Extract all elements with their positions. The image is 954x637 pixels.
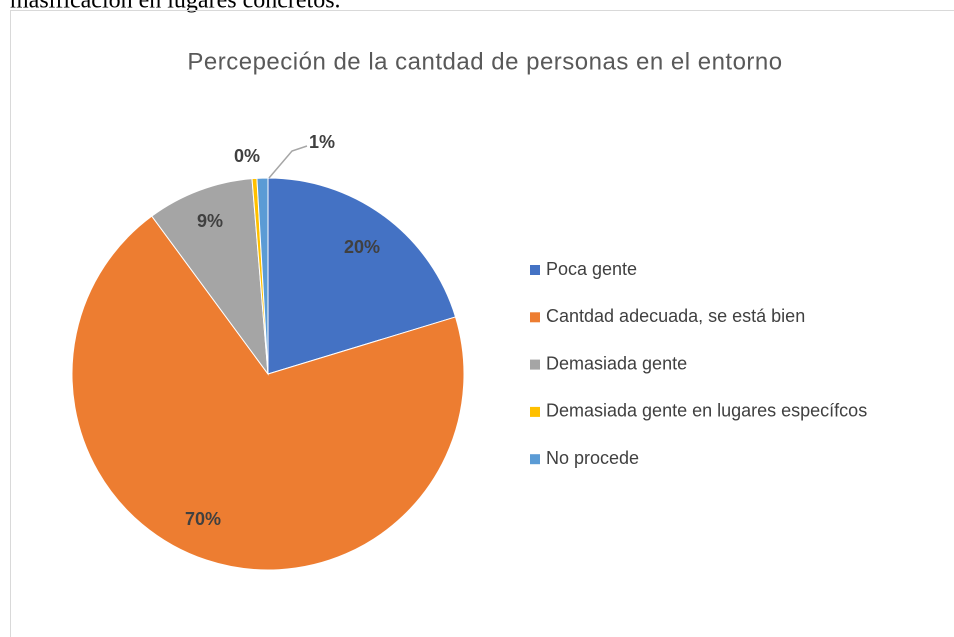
pie-slice (256, 177, 269, 375)
data-label: 1% (309, 132, 335, 152)
chart-border (10, 10, 954, 637)
legend-swatch (530, 454, 540, 465)
leader-line (268, 145, 308, 179)
legend-label: Demasiada gente (546, 353, 687, 373)
legend-label: No procede (546, 448, 639, 468)
data-label: 9% (197, 211, 223, 231)
data-label: 0% (234, 146, 260, 166)
pie-slice (151, 178, 269, 376)
legend-swatch (530, 359, 540, 370)
legend-swatch (530, 406, 540, 417)
data-label: 20% (344, 237, 380, 257)
legend-label: Poca gente (546, 259, 637, 279)
pie-slice (267, 177, 457, 375)
legend-label: Demasiada gente en lugares específcos (546, 401, 867, 421)
legend-swatch (530, 265, 540, 275)
chart-title: Percepeción de la cantdad de personas en… (187, 48, 782, 75)
pie-slice (71, 215, 465, 571)
legend-label: Cantdad adecuada, se está bien (546, 306, 805, 326)
data-label: 70% (185, 509, 221, 529)
legend-swatch (530, 312, 540, 323)
document-text: masificación en lugares concretos. (10, 0, 341, 14)
